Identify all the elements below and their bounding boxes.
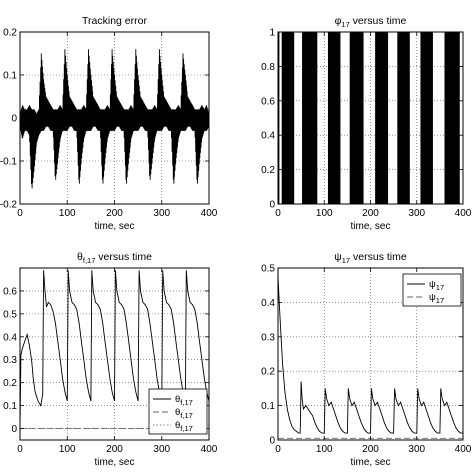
chart-title: φ17 versus time — [335, 15, 407, 29]
switching-band — [397, 32, 410, 204]
chart-3: 0 100 200 300 400 0 0.1 0.2 0.3 0.4 0.5 0.6 time, se… — [3, 267, 218, 468]
series-group — [278, 32, 460, 204]
x-tick-label: 100 — [316, 208, 333, 219]
legend — [148, 388, 208, 435]
y-tick-label: 0.1 — [3, 71, 17, 82]
y-tick-label: 0.6 — [3, 286, 17, 297]
switching-band — [444, 32, 460, 204]
switching-band — [327, 32, 341, 204]
chart-title: θf,17 versus time — [77, 251, 152, 265]
x-tick-label: 300 — [153, 208, 170, 219]
y-tick-label: 1 — [269, 28, 275, 39]
switching-band — [281, 32, 295, 204]
y-tick-label: 0.5 — [261, 264, 275, 275]
y-tick-label: 0.2 — [3, 28, 17, 39]
y-tick-label: 0.4 — [261, 298, 275, 309]
chart-4: 0 100 200 300 400 0 0.1 0.2 0.3 0.4 0.5 time, sec — [261, 264, 472, 469]
x-tick-label: 0 — [17, 208, 23, 219]
x-tick-label: 300 — [408, 444, 425, 455]
switching-band — [420, 32, 433, 204]
legend-entry: ψ17 — [429, 279, 444, 292]
chart-1: 0 100 200 300 400 -0.2 -0.1 0 0.1 0.2 Tracking err… — [0, 15, 218, 232]
y-tick-label: 0.2 — [261, 367, 275, 378]
legend-box — [402, 273, 462, 307]
x-tick-label: 100 — [59, 208, 76, 219]
y-tick-label: 0.4 — [261, 131, 275, 142]
legend-entry: θf,17 — [175, 407, 193, 420]
switching-band — [278, 32, 280, 204]
y-tick-label: 0.6 — [261, 96, 275, 107]
chart-title: Tracking error — [82, 15, 147, 27]
legend — [402, 273, 462, 307]
series-1-line — [278, 274, 463, 434]
y-tick-label: 0 — [269, 436, 275, 447]
x-tick-label: 400 — [455, 208, 472, 219]
y-tick-label: 0.3 — [3, 355, 17, 366]
y-tick-label: -0.1 — [0, 157, 17, 168]
chart-title: ψ17 versus time — [334, 251, 407, 265]
switching-band — [302, 32, 318, 204]
x-tick-label: 400 — [201, 444, 218, 455]
y-tick-label: 0.5 — [3, 309, 17, 320]
x-tick-label: 200 — [106, 208, 123, 219]
x-tick-label: 100 — [316, 444, 333, 455]
x-tick-label: 0 — [275, 208, 281, 219]
x-tick-label: 300 — [408, 208, 425, 219]
series-1-line — [20, 49, 209, 189]
x-tick-label: 200 — [362, 444, 379, 455]
x-tick-label: 200 — [362, 208, 379, 219]
legend-entry: θf,17 — [175, 420, 193, 433]
y-tick-label: 0 — [269, 200, 275, 211]
switching-band — [349, 32, 364, 204]
legend-entry: ψ17 — [429, 292, 444, 305]
y-tick-label: 0.3 — [261, 332, 275, 343]
x-tick-label: 200 — [106, 444, 123, 455]
x-tick-label: 100 — [59, 444, 76, 455]
x-tick-label: 0 — [275, 444, 281, 455]
x-axis-label: time, sec — [350, 221, 390, 232]
y-tick-label: 0.1 — [3, 401, 17, 412]
x-axis-label: time, sec — [94, 221, 134, 232]
series-1-line — [20, 270, 209, 429]
y-tick-label: 0.8 — [261, 62, 275, 73]
x-tick-label: 0 — [17, 444, 23, 455]
y-tick-label: 0 — [11, 424, 17, 435]
x-tick-label: 400 — [201, 208, 218, 219]
y-tick-label: 0.4 — [3, 332, 17, 343]
x-tick-label: 400 — [455, 444, 472, 455]
y-tick-label: 0.2 — [3, 378, 17, 389]
y-tick-label: 0 — [11, 114, 17, 125]
y-tick-label: -0.2 — [0, 200, 17, 211]
y-tick-label: 0.1 — [261, 401, 275, 412]
y-tick-label: 0.2 — [261, 165, 275, 176]
series-group — [20, 49, 209, 189]
x-axis-label: time, sec — [350, 457, 390, 468]
switching-band — [375, 32, 389, 204]
chart-2: 0 100 200 300 400 0 0.2 0.4 0.6 0.8 1 time, sec — [261, 28, 472, 233]
x-axis-label: time, sec — [94, 457, 134, 468]
x-tick-label: 300 — [153, 444, 170, 455]
legend-entry: θf,17 — [175, 394, 193, 407]
